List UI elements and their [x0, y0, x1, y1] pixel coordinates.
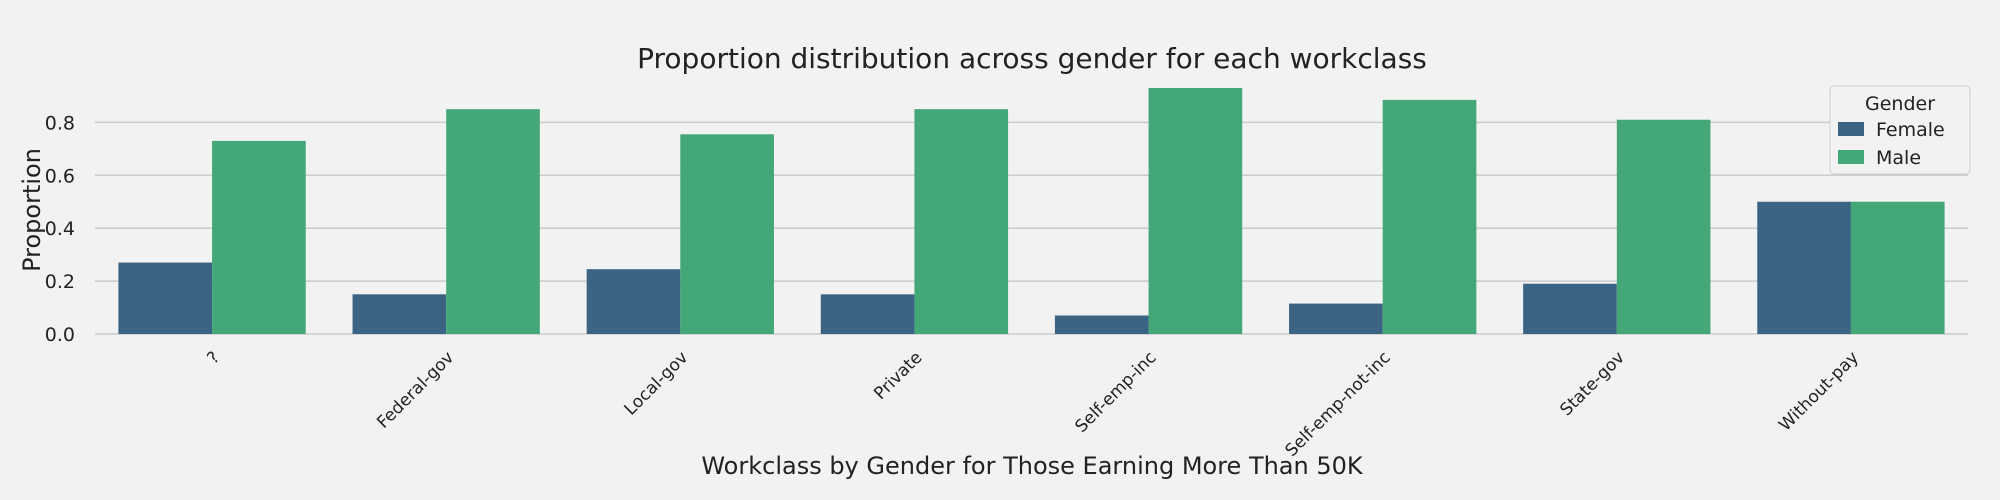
- bar-female-0: [118, 262, 213, 334]
- y-tick-label: 0.8: [45, 112, 75, 134]
- bar-female-5: [1289, 303, 1383, 334]
- y-axis-label: Proportion: [18, 148, 46, 272]
- bar-male-5: [1382, 99, 1477, 334]
- legend-title: Gender: [1865, 93, 1935, 115]
- legend-items: Female Male: [1838, 119, 1945, 169]
- bar-male-4: [1148, 88, 1243, 334]
- x-axis-label: Workclass by Gender for Those Earning Mo…: [701, 452, 1364, 480]
- bar-male-6: [1616, 119, 1711, 334]
- bar-female-3: [820, 294, 915, 334]
- bar-male-1: [446, 109, 540, 335]
- legend: Gender Female Male: [1829, 85, 1971, 175]
- y-tick-label: 0.2: [45, 271, 75, 293]
- legend-swatch-male: [1838, 150, 1864, 164]
- bar-layer: [118, 88, 1945, 335]
- legend-box: [1829, 85, 1971, 175]
- y-tick-labels: 0.0 0.2 0.4 0.6 0.8: [45, 112, 75, 346]
- legend-label-male: Male: [1876, 147, 1921, 169]
- bar-male-3: [914, 109, 1009, 335]
- y-tick-label: 0.6: [45, 165, 75, 187]
- chart-title: Proportion distribution across gender fo…: [637, 42, 1427, 75]
- bar-female-4: [1054, 315, 1149, 334]
- legend-label-female: Female: [1876, 119, 1945, 141]
- y-tick-label: 0.0: [45, 324, 75, 346]
- y-tick-label: 0.4: [45, 218, 75, 240]
- bar-male-0: [212, 140, 306, 334]
- bar-female-7: [1757, 201, 1851, 334]
- bar-male-2: [680, 134, 774, 334]
- bar-male-7: [1850, 201, 1945, 334]
- bar-female-1: [352, 294, 447, 334]
- bar-female-6: [1523, 283, 1617, 334]
- bar-female-2: [586, 269, 681, 334]
- legend-swatch-female: [1838, 122, 1864, 136]
